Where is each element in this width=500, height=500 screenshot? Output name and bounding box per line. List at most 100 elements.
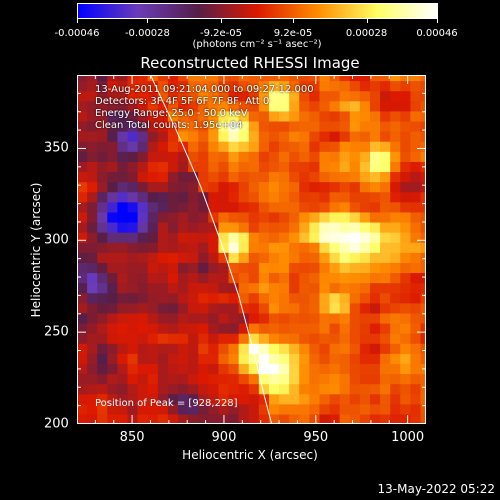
heatmap-cell — [359, 403, 371, 415]
heatmap-cell — [309, 181, 321, 193]
heatmap-cell — [390, 403, 401, 415]
heatmap-cell — [359, 292, 371, 304]
heatmap-cell — [268, 141, 280, 152]
heatmap-cell — [198, 413, 209, 424]
heatmap-cell — [410, 181, 422, 193]
heatmap-cell — [268, 343, 280, 354]
heatmap-cell — [279, 312, 290, 324]
heatmap-cell — [400, 333, 411, 344]
heatmap-cell — [339, 110, 351, 122]
heatmap-cell — [167, 403, 179, 415]
colorbar-tick-label: 0.00028 — [345, 28, 388, 39]
heatmap-cell — [380, 252, 391, 263]
heatmap-cell — [420, 191, 426, 203]
heatmap-cell — [319, 181, 331, 193]
heatmap-cell — [87, 312, 98, 324]
heatmap-cell — [410, 353, 422, 364]
heatmap-cell — [178, 75, 189, 82]
heatmap-cell — [178, 181, 189, 193]
heatmap-cell — [147, 110, 159, 122]
heatmap-cell — [167, 120, 179, 132]
heatmap-cell — [137, 262, 149, 274]
heatmap-cell — [167, 75, 179, 82]
heatmap-cell — [97, 333, 108, 344]
heatmap-cell — [339, 80, 351, 92]
heatmap-cell — [319, 75, 331, 82]
heatmap-cell — [380, 221, 391, 233]
heatmap-cell — [218, 161, 230, 173]
heatmap-cell — [178, 262, 189, 274]
heatmap-cell — [127, 75, 139, 82]
heatmap-cell — [380, 161, 391, 173]
heatmap-cell — [157, 141, 169, 152]
heatmap-cell — [167, 90, 179, 102]
heatmap-cell — [339, 373, 351, 385]
heatmap-cell — [279, 363, 290, 375]
heatmap-cell — [198, 312, 209, 324]
heatmap-cell — [218, 272, 230, 284]
heatmap-cell — [188, 201, 199, 213]
colorbar-tick — [221, 18, 222, 23]
heatmap-cell — [117, 343, 129, 354]
heatmap-cell — [218, 302, 230, 314]
heatmap-cell — [410, 252, 422, 263]
heatmap-cell — [208, 373, 220, 385]
heatmap-cell — [349, 181, 361, 193]
heatmap-cell — [87, 211, 98, 223]
heatmap-cell — [268, 232, 280, 243]
heatmap-cell — [198, 403, 209, 415]
heatmap-cell — [107, 312, 119, 324]
heatmap-cell — [218, 90, 230, 102]
heatmap-cell — [188, 292, 199, 304]
heatmap-cell — [97, 413, 108, 424]
heatmap-cell — [228, 393, 240, 405]
heatmap-cell — [178, 292, 189, 304]
heatmap-cell — [127, 90, 139, 102]
heatmap-cell — [420, 302, 426, 314]
heatmap-cell — [369, 252, 381, 263]
heatmap-cell — [339, 393, 351, 405]
heatmap-cell — [188, 110, 199, 122]
heatmap-cell — [349, 262, 361, 274]
heatmap-cell — [127, 161, 139, 173]
heatmap-cell — [77, 201, 88, 213]
heatmap-cell — [420, 333, 426, 344]
heatmap-cell — [299, 151, 310, 162]
heatmap-cell — [248, 333, 260, 344]
heatmap-cell — [208, 363, 220, 375]
heatmap-cell — [218, 282, 230, 294]
heatmap-cell — [400, 363, 411, 375]
heatmap-cell — [390, 151, 401, 162]
heatmap-cell — [208, 181, 220, 193]
heatmap-cell — [178, 90, 189, 102]
heatmap-cell — [178, 383, 189, 395]
heatmap-cell — [77, 171, 88, 183]
heatmap-cell — [167, 211, 179, 223]
heatmap-cell — [188, 211, 199, 223]
heatmap-cell — [289, 181, 300, 193]
heatmap-cell — [238, 393, 250, 405]
heatmap-cell — [87, 75, 98, 82]
heatmap-cell — [279, 201, 290, 213]
heatmap-cell — [289, 131, 300, 142]
heatmap-cell — [268, 252, 280, 263]
colorbar-tick-label: -0.00046 — [54, 28, 100, 39]
heatmap-cell — [380, 131, 391, 142]
heatmap-cell — [107, 191, 119, 203]
heatmap-cell — [137, 80, 149, 92]
heatmap-cell — [329, 302, 341, 314]
heatmap-cell — [279, 343, 290, 354]
heatmap-cell — [117, 191, 129, 203]
heatmap-cell — [117, 90, 129, 102]
heatmap-cell — [369, 100, 381, 112]
heatmap-cell — [208, 191, 220, 203]
heatmap-cell — [258, 383, 270, 395]
heatmap-cell — [157, 312, 169, 324]
heatmap-cell — [208, 232, 220, 243]
heatmap-cell — [117, 333, 129, 344]
heatmap-cell — [369, 282, 381, 294]
heatmap-cell — [198, 302, 209, 314]
heatmap-cell — [369, 393, 381, 405]
heatmap-cell — [289, 191, 300, 203]
heatmap-cell — [339, 262, 351, 274]
